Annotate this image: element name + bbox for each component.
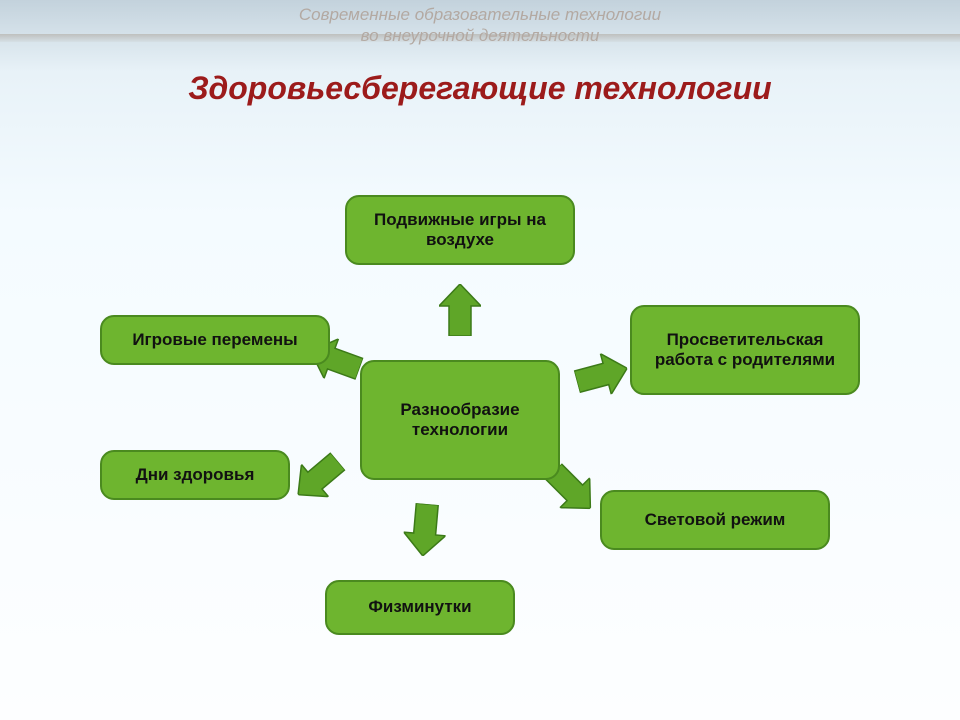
node-game-breaks: Игровые перемены (100, 315, 330, 365)
node-health-days-label: Дни здоровья (136, 465, 255, 485)
subtitle-line-2: во внеурочной деятельности (361, 26, 600, 45)
header-subtitle: Современные образовательные технологии в… (0, 4, 960, 47)
center-node-label: Разнообразие технологии (372, 400, 548, 441)
node-game-breaks-label: Игровые перемены (132, 330, 297, 350)
subtitle-line-1: Современные образовательные технологии (299, 5, 661, 24)
node-light-regime-label: Световой режим (645, 510, 786, 530)
node-outdoor-games-label: Подвижные игры на воздухе (357, 210, 563, 251)
center-node: Разнообразие технологии (360, 360, 560, 480)
arrow-health-days (285, 445, 352, 511)
page-title: Здоровьесберегающие технологии (0, 70, 960, 107)
arrow-phys-minutes (402, 502, 448, 557)
node-light-regime: Световой режим (600, 490, 830, 550)
arrow-parent-education (571, 348, 632, 402)
node-phys-minutes-label: Физминутки (368, 597, 471, 617)
slide-canvas: Современные образовательные технологии в… (0, 0, 960, 720)
node-health-days: Дни здоровья (100, 450, 290, 500)
node-phys-minutes: Физминутки (325, 580, 515, 635)
node-parent-education: Просветительская работа с родителями (630, 305, 860, 395)
node-parent-education-label: Просветительская работа с родителями (642, 330, 848, 371)
arrow-outdoor-games (439, 284, 481, 336)
node-outdoor-games: Подвижные игры на воздухе (345, 195, 575, 265)
